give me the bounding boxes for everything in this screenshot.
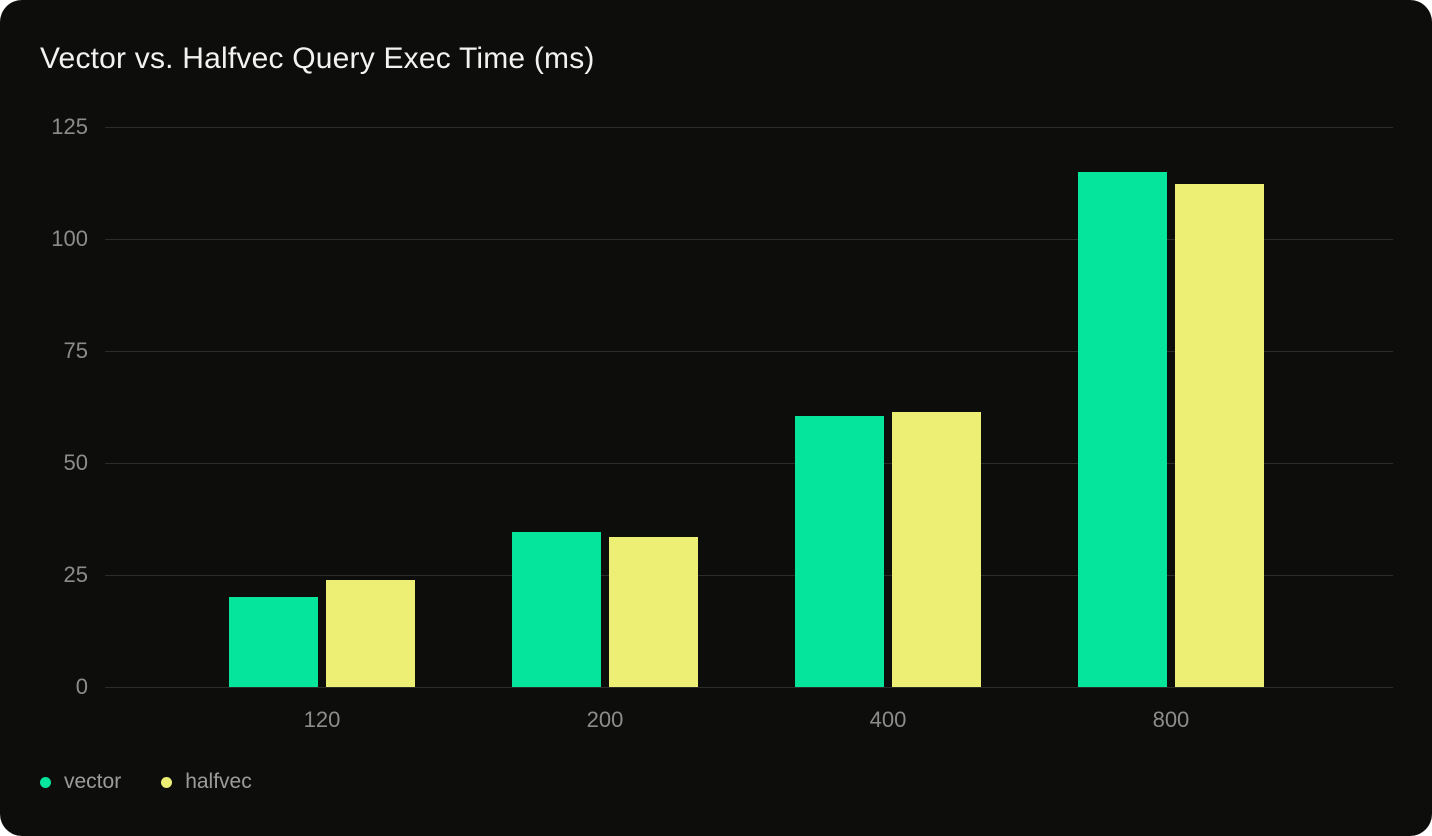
x-tick-label-800: 800	[1152, 707, 1190, 732]
gridline-100	[105, 239, 1393, 240]
x-tick-label-400: 400	[869, 707, 907, 732]
bar-halfvec-400	[891, 412, 981, 687]
bar-vector-120	[229, 596, 319, 687]
y-tick-label-100: 100	[51, 226, 88, 251]
y-tick-label-75: 75	[63, 338, 88, 363]
legend-item-vector[interactable]: vector	[40, 768, 121, 796]
plot-area	[105, 127, 1393, 688]
y-tick-label-0: 0	[75, 674, 88, 699]
x-tick-label-200: 200	[586, 707, 624, 732]
bar-vector-200	[512, 532, 601, 687]
legend-swatch-halfvec-icon	[161, 776, 173, 788]
gridline-0	[105, 687, 1393, 688]
bar-group-120	[229, 127, 416, 687]
y-tick-label-50: 50	[63, 450, 88, 475]
bar-halfvec-800	[1174, 183, 1264, 687]
legend-label-vector: vector	[64, 770, 122, 793]
gridline-50	[105, 463, 1393, 464]
y-axis-labels: 0 25 50 75 100 125	[0, 114, 88, 699]
bar-halfvec-200	[609, 537, 698, 687]
bar-group-400	[794, 127, 981, 687]
bar-group-800	[1077, 127, 1264, 687]
bar-halfvec-120	[326, 579, 416, 687]
bar-vector-800	[1077, 172, 1167, 687]
x-axis-labels: 120 200 400 800	[105, 703, 1393, 737]
legend-label-halfvec: halfvec	[185, 770, 252, 793]
gridline-125	[105, 127, 1393, 128]
y-tick-label-25: 25	[63, 562, 88, 587]
legend: vector halfvec	[40, 768, 252, 796]
bar-group-200	[512, 127, 698, 687]
legend-swatch-vector-icon	[40, 776, 51, 788]
y-tick-label-125: 125	[51, 114, 88, 139]
legend-item-halfvec[interactable]: halfvec	[161, 768, 252, 796]
chart-title: Vector vs. Halfvec Query Exec Time (ms)	[40, 42, 595, 75]
gridline-75	[105, 351, 1393, 352]
gridline-25	[105, 575, 1393, 576]
bar-vector-400	[794, 416, 884, 687]
x-tick-label-120: 120	[303, 707, 341, 732]
